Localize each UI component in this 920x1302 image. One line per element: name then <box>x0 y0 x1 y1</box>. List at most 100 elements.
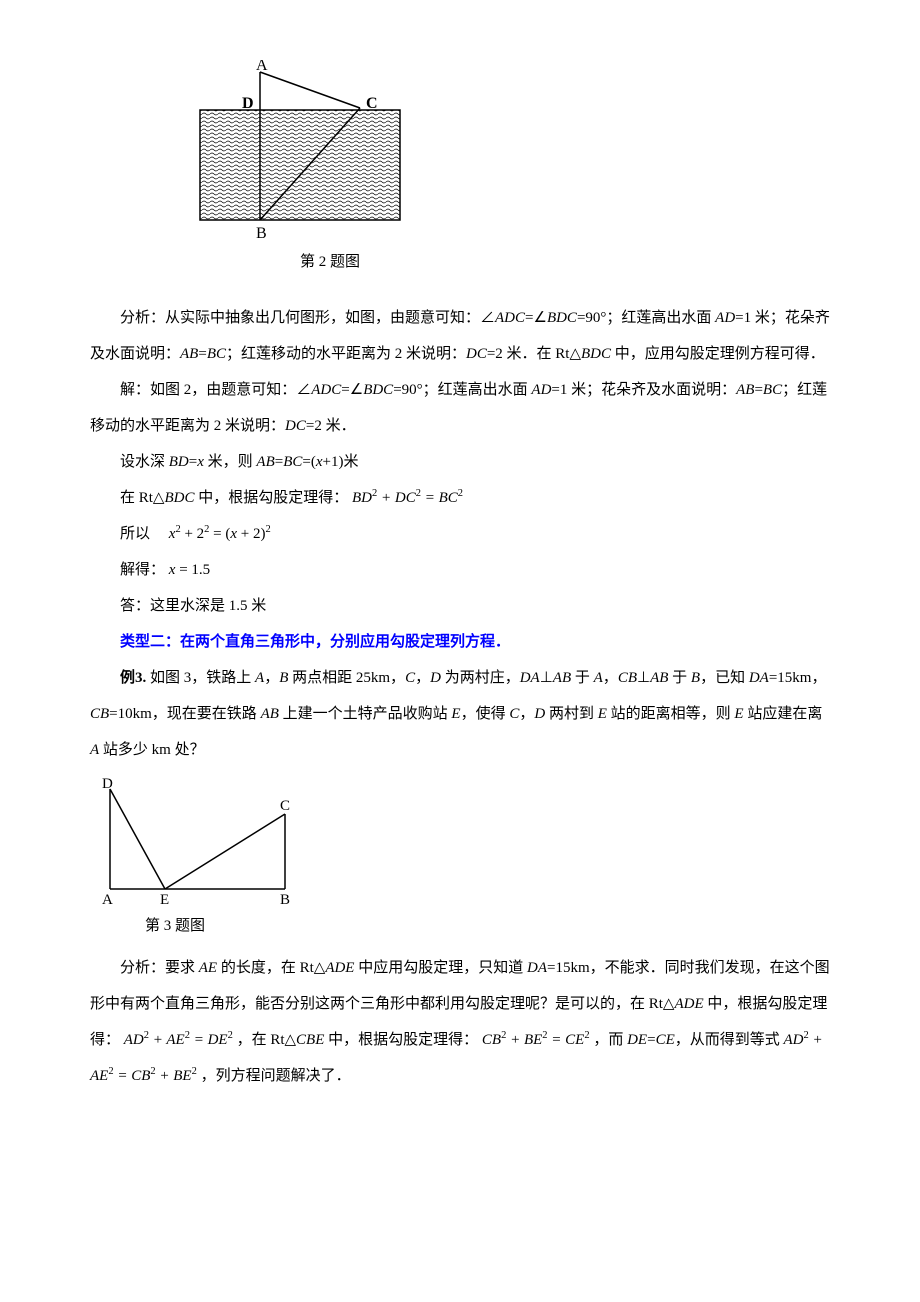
var: C <box>509 706 519 722</box>
var: CB <box>618 670 637 686</box>
text: ，使得 <box>461 706 510 722</box>
analysis-1: 分析：从实际中抽象出几何图形，如图，由题意可知：∠ADC=∠BDC=90°；红莲… <box>90 300 830 372</box>
var: BDC <box>363 382 393 398</box>
figure-2-svg: A D C B <box>170 60 420 240</box>
var: DC <box>466 346 487 362</box>
text: 上建一个土特产品收购站 <box>279 706 452 722</box>
text: ；红莲移动的水平距离为 2 米说明： <box>226 346 466 362</box>
text: 解得： <box>120 562 165 578</box>
eq-t: BD <box>352 490 372 506</box>
text: 于 <box>668 670 691 686</box>
text: +1)米 <box>323 454 359 470</box>
var: ADE <box>674 996 703 1012</box>
figure-3-caption: 第 3 题图 <box>145 908 830 944</box>
solution-line-1: 解：如图 2，由题意可知：∠ADC=∠BDC=90°；红莲高出水面 AD=1 米… <box>90 372 830 444</box>
var: AD <box>715 310 735 326</box>
text: 两村到 <box>545 706 598 722</box>
var: BDC <box>581 346 611 362</box>
label-A: A <box>102 892 113 904</box>
solution-line-5: 解得： x = 1.5 <box>90 552 830 588</box>
label-D: D <box>242 95 254 112</box>
var: CBE <box>296 1032 324 1048</box>
var: CE <box>656 1032 675 1048</box>
var: AB <box>180 346 198 362</box>
label-A: A <box>256 60 268 74</box>
solution-line-2: 设水深 BD=x 米，则 AB=BC=(x+1)米 <box>90 444 830 480</box>
text: 为两村庄， <box>441 670 520 686</box>
var: BC <box>283 454 302 470</box>
text: =10km，现在要在铁路 <box>109 706 260 722</box>
eq-t: AE <box>166 1032 184 1048</box>
text: 中，根据勾股定理得： <box>194 490 348 506</box>
text: 于 <box>571 670 594 686</box>
eq-t: AE <box>90 1068 108 1084</box>
eq-t: AD <box>784 1032 804 1048</box>
var: C <box>405 670 415 686</box>
eq-t: = 1.5 <box>175 562 210 578</box>
label-C: C <box>280 798 290 814</box>
var: x <box>316 454 323 470</box>
label-D: D <box>102 776 113 792</box>
text: =1 米；花朵齐及水面说明： <box>551 382 736 398</box>
var: D <box>430 670 441 686</box>
eq-t: DC <box>395 490 416 506</box>
var: DA <box>749 670 769 686</box>
label-C: C <box>366 95 378 112</box>
text: =∠ <box>341 382 363 398</box>
text: ，列方程问题解决了． <box>201 1068 351 1084</box>
eq-t: + <box>181 526 197 542</box>
var: x <box>197 454 204 470</box>
var: AB <box>553 670 571 686</box>
var: ADC <box>495 310 525 326</box>
text: 如图 3，铁路上 <box>146 670 255 686</box>
text: 站多少 km 处？ <box>99 742 204 758</box>
analysis-3: 分析：要求 AE 的长度，在 Rt△ADE 中应用勾股定理，只知道 DA=15k… <box>90 950 830 1094</box>
text: 站的距离相等，则 <box>607 706 735 722</box>
example-3-label: 例3. <box>120 670 146 686</box>
text: 站应建在离 <box>744 706 823 722</box>
var: AB <box>736 382 754 398</box>
text: 在 Rt△ <box>120 490 164 506</box>
type-2-title: 类型二：在两个直角三角形中，分别应用勾股定理列方程． <box>90 624 830 660</box>
var: ADE <box>325 960 354 976</box>
var: BDC <box>547 310 577 326</box>
solution-line-4: 所以 x2 + 22 = (x + 2)2 <box>90 516 830 552</box>
var: BC <box>207 346 226 362</box>
label-B: B <box>280 892 290 904</box>
var: ADC <box>311 382 341 398</box>
eq-t: CE <box>565 1032 584 1048</box>
example-3: 例3. 如图 3，铁路上 A，B 两点相距 25km，C，D 为两村庄，DA⊥A… <box>90 660 830 768</box>
text: =15km， <box>769 670 827 686</box>
text: 的长度，在 Rt△ <box>217 960 325 976</box>
figure-3: D C A E B 第 3 题图 <box>90 774 830 944</box>
text: ，在 Rt△ <box>237 1032 296 1048</box>
text: =90°；红莲高出水面 <box>393 382 531 398</box>
var: DC <box>285 418 306 434</box>
equation-5: CB2 + BE2 = CE2 <box>482 1032 593 1048</box>
text: 设水深 <box>120 454 169 470</box>
eq-t: BC <box>439 490 458 506</box>
var: BC <box>763 382 782 398</box>
text: =2 米． <box>306 418 356 434</box>
text: ，已知 <box>700 670 749 686</box>
eq-t: = ( <box>209 526 230 542</box>
text: 所以 <box>120 526 165 542</box>
var: BDC <box>164 490 194 506</box>
equation-4: AD2 + AE2 = DE2 <box>124 1032 237 1048</box>
text: ，而 <box>593 1032 627 1048</box>
eq-t: BE <box>524 1032 542 1048</box>
var: A <box>255 670 264 686</box>
eq-t: AD <box>124 1032 144 1048</box>
var: B <box>279 670 288 686</box>
label-B: B <box>256 225 267 240</box>
var: BD <box>169 454 189 470</box>
equation-3: x = 1.5 <box>169 562 210 578</box>
var: AB <box>261 706 279 722</box>
text: 中应用勾股定理，只知道 <box>354 960 527 976</box>
text: 米，则 <box>204 454 257 470</box>
var: DA <box>520 670 540 686</box>
eq-t: CB <box>482 1032 501 1048</box>
eq-t: + 2) <box>237 526 265 542</box>
eq-t: DE <box>208 1032 228 1048</box>
figure-2: A D C B 第 2 题图 <box>170 60 830 280</box>
